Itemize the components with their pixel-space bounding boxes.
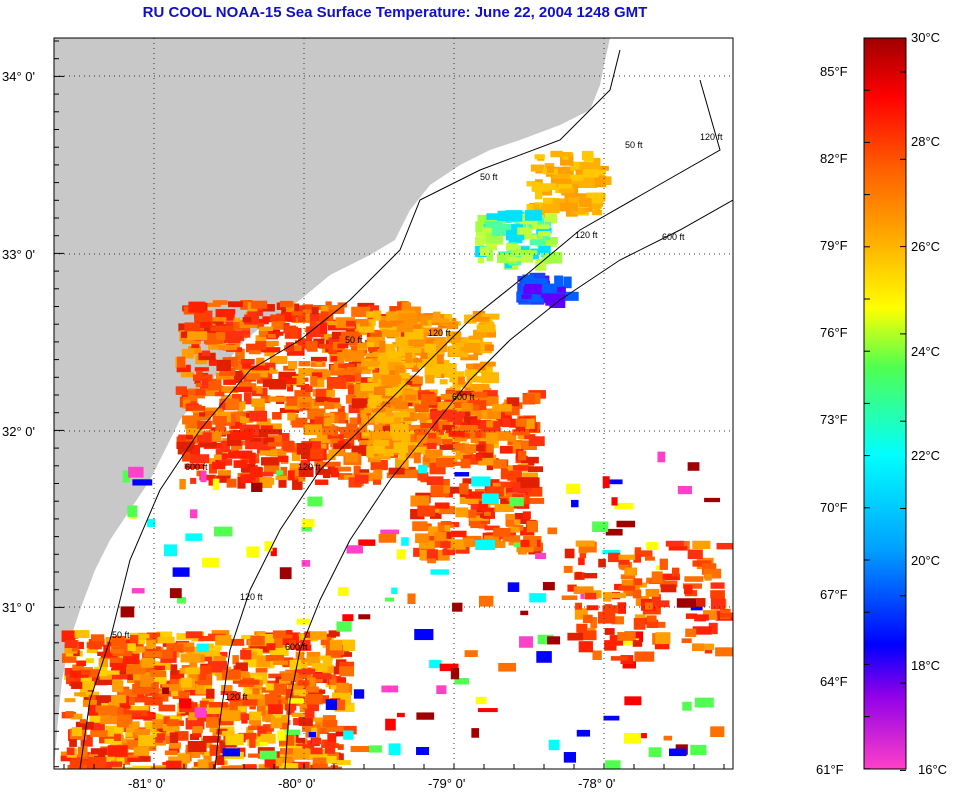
colorbar-c-label: 18°C <box>911 658 940 673</box>
colorbar-c-label: 20°C <box>911 553 940 568</box>
contour-label: 50 ft <box>625 140 643 150</box>
colorbar-c-label: 30°C <box>911 30 940 45</box>
lat-tick-label: 31° 0' <box>2 600 35 615</box>
contour-label: 600 ft <box>452 392 475 402</box>
contour-label: 120 ft <box>428 328 451 338</box>
colorbar-f-label: 82°F <box>820 151 848 166</box>
colorbar-f-label: 70°F <box>820 500 848 515</box>
lat-tick-label: 34° 0' <box>2 69 35 84</box>
contour-label: 600 ft <box>285 642 308 652</box>
colorbar-ticks <box>864 37 906 771</box>
colorbar-c-label: 24°C <box>911 344 940 359</box>
map-plot-area <box>54 38 733 769</box>
contour-label: 50 ft <box>345 335 363 345</box>
colorbar-f-label: 64°F <box>820 674 848 689</box>
colorbar-f-label: 73°F <box>820 412 848 427</box>
map-title: RU COOL NOAA-15 Sea Surface Temperature:… <box>142 4 648 21</box>
colorbar-celsius-labels: 30°C 28°C 26°C 24°C 22°C 20°C 18°C 16°C <box>911 30 947 777</box>
temperature-colorbar <box>863 37 907 770</box>
lat-tick-label: 32° 0' <box>2 424 35 439</box>
lon-tick-label: -78° 0' <box>578 776 615 791</box>
colorbar-f-label: 79°F <box>820 238 848 253</box>
contour-label: 50 ft <box>112 630 130 640</box>
contour-label: 120 ft <box>700 132 723 142</box>
colorbar-f-label: 76°F <box>820 325 848 340</box>
lon-tick-label: -79° 0' <box>428 776 465 791</box>
colorbar-c-label: 16°C <box>918 762 947 777</box>
contour-label: 120 ft <box>225 692 248 702</box>
colorbar-c-label: 22°C <box>911 448 940 463</box>
contour-label: 120 ft <box>298 462 321 472</box>
colorbar-f-label: 85°F <box>820 64 848 79</box>
graticule-grid <box>54 38 733 769</box>
colorbar-fahrenheit-labels: 85°F 82°F 79°F 76°F 73°F 70°F 67°F 64°F … <box>816 64 848 777</box>
contour-label: 600 ft <box>185 462 208 472</box>
colorbar-c-label: 26°C <box>911 239 940 254</box>
lon-tick-label: -81° 0' <box>128 776 165 791</box>
latitude-axis <box>54 40 64 768</box>
colorbar-c-label: 28°C <box>911 134 940 149</box>
contour-label: 50 ft <box>480 172 498 182</box>
bathymetry-contours <box>79 49 733 769</box>
lat-tick-label: 33° 0' <box>2 247 35 262</box>
contour-label: 120 ft <box>575 230 598 240</box>
colorbar-f-label: 67°F <box>820 587 848 602</box>
longitude-axis <box>63 764 725 769</box>
lon-tick-label: -80° 0' <box>278 776 315 791</box>
colorbar-f-label: 61°F <box>816 762 844 777</box>
contour-label: 120 ft <box>240 592 263 602</box>
contour-label: 600 ft <box>662 232 685 242</box>
land-mass <box>54 38 610 769</box>
